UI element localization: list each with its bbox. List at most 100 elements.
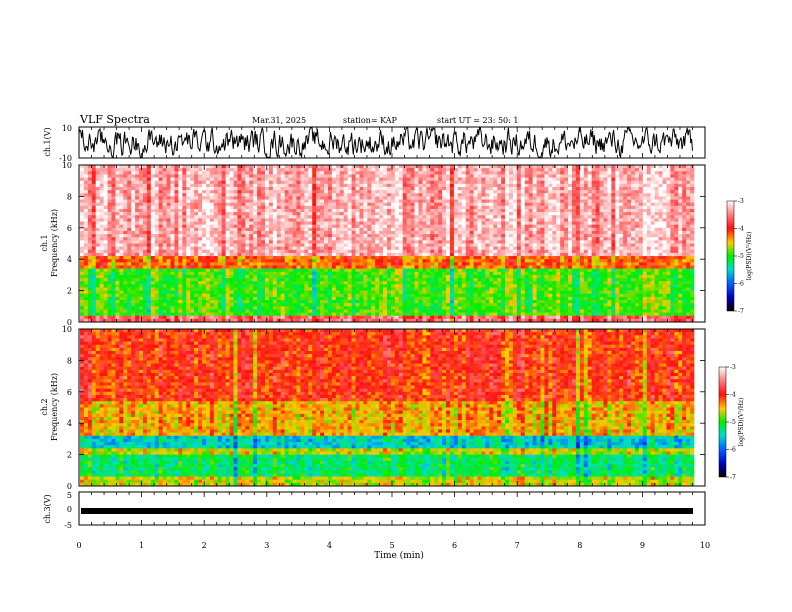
spectrogram-cell: [95, 293, 100, 298]
spectrogram-cell: [237, 252, 242, 257]
spectrogram-cell: [347, 315, 352, 320]
spectrogram-cell: [249, 171, 254, 175]
spectrogram-cell: [296, 186, 301, 191]
spectrogram-cell: [174, 224, 179, 229]
spectrogram-cell: [264, 174, 270, 178]
spectrogram-cell: [170, 205, 175, 210]
spectrogram-cell: [162, 268, 167, 273]
spectrogram-cell: [320, 221, 325, 225]
spectrogram-cell: [300, 227, 305, 232]
spectrogram-cell: [426, 318, 431, 323]
spectrogram-cell: [229, 252, 234, 257]
spectrogram-cell: [461, 174, 467, 178]
spectrogram-cell: [146, 224, 152, 229]
spectrogram-cell: [221, 268, 226, 273]
spectrogram-cell: [351, 290, 356, 295]
spectrogram-cell: [331, 183, 337, 188]
spectrogram-cell: [363, 274, 368, 279]
spectrogram-cell: [371, 212, 376, 216]
spectrogram-cell: [103, 274, 108, 279]
spectrogram-cell: [387, 249, 392, 254]
spectrogram-cell: [410, 290, 415, 295]
spectrogram-cell: [387, 268, 392, 273]
spectrogram-cell: [221, 259, 226, 263]
spectrogram-cell: [390, 290, 396, 295]
spectrogram-cell: [453, 183, 459, 188]
spectrogram-cell: [426, 212, 431, 216]
spectrogram-cell: [237, 174, 242, 178]
spectrogram-cell: [205, 265, 211, 269]
spectrogram-cell: [198, 249, 203, 254]
spectrogram-cell: [221, 205, 226, 210]
spectrogram-cell: [103, 186, 108, 191]
spectrogram-cell: [335, 315, 341, 320]
spectrogram-cell: [320, 315, 325, 320]
spectrogram-cell: [434, 174, 439, 178]
spectrogram-cell: [312, 208, 317, 213]
spectrogram-cell: [355, 221, 360, 225]
spectrogram-cell: [202, 174, 207, 178]
spectrogram-cell: [461, 259, 467, 263]
spectrogram-cell: [229, 256, 234, 260]
spectrogram-cell: [379, 281, 384, 285]
spectrogram-cell: [91, 278, 97, 282]
spectrogram-cell: [205, 278, 211, 282]
spectrogram-cell: [127, 290, 132, 295]
spectrogram-cell: [272, 174, 278, 178]
spectrogram-cell: [261, 227, 266, 232]
spectrogram-cell: [406, 306, 411, 310]
spectrogram-cell: [359, 190, 364, 194]
spectrogram-cell: [398, 186, 404, 191]
spectrogram-cell: [119, 256, 124, 260]
spectrogram-cell: [80, 196, 85, 200]
spectrogram-cell: [174, 281, 179, 285]
spectrogram-cell: [80, 230, 85, 235]
spectrogram-cell: [371, 218, 376, 222]
spectrogram-cell: [131, 199, 136, 203]
spectrogram-cell: [115, 199, 120, 203]
spectrogram-cell: [434, 309, 439, 313]
spectrogram-cell: [237, 208, 242, 213]
spectrogram-cell: [245, 246, 250, 251]
spectrogram-cell: [375, 215, 380, 219]
spectrogram-cell: [150, 271, 156, 276]
spectrogram-cell: [312, 237, 317, 241]
spectrogram-cell: [166, 296, 171, 301]
spectrogram-cell: [312, 212, 317, 216]
spectrogram-cell: [190, 271, 195, 276]
spectrogram-cell: [123, 168, 128, 172]
spectrogram-cell: [343, 237, 348, 241]
spectrogram-cell: [367, 274, 372, 279]
spectrogram-cell: [449, 240, 455, 244]
spectrogram-cell: [237, 259, 242, 263]
spectrogram-cell: [150, 183, 156, 188]
spectrogram-cell: [111, 183, 116, 188]
spectrogram-cell: [139, 309, 144, 313]
spectrogram-cell: [422, 221, 427, 225]
spectrogram-cell: [170, 306, 175, 310]
spectrogram-cell: [387, 306, 392, 310]
spectrogram-cell: [430, 199, 435, 203]
spectrogram-cell: [398, 287, 404, 291]
spectrogram-cell: [209, 165, 215, 169]
spectrogram-cell: [442, 318, 447, 323]
spectrogram-cell: [272, 278, 278, 282]
spectrogram-cell: [414, 177, 419, 181]
spectrogram-cell: [198, 303, 203, 307]
spectrogram-cell: [324, 215, 329, 219]
spectrogram-cell: [174, 180, 179, 185]
spectrogram-cell: [438, 243, 443, 247]
spectrogram-cell: [320, 180, 325, 185]
spectrogram-cell: [190, 165, 195, 169]
spectrogram-cell: [174, 312, 179, 317]
spectrogram-cell: [233, 278, 238, 282]
spectrogram-cell: [221, 165, 226, 169]
spectrogram-cell: [268, 221, 274, 225]
spectrogram-cell: [434, 281, 439, 285]
spectrogram-cell: [312, 315, 317, 320]
spectrogram-cell: [190, 180, 195, 185]
spectrogram-cell: [237, 306, 242, 310]
spectrogram-cell: [371, 300, 376, 304]
spectrogram-cell: [162, 293, 167, 298]
spectrogram-cell: [186, 274, 191, 279]
